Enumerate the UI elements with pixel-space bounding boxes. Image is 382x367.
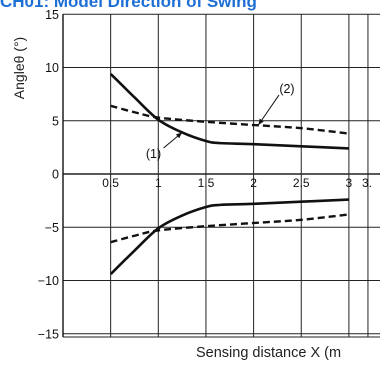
series-line-solid-1 xyxy=(109,198,349,276)
annotation-arrowhead-1 xyxy=(258,118,264,126)
chart-title: CH01: Model Direction of Swing xyxy=(0,0,257,11)
tick-labels: 15 10 5 0 −5 −10 −15 0.5 1 1.5 2 2.5 3 3. xyxy=(38,8,372,342)
x-tick-label-3: 2 xyxy=(250,176,257,190)
grid xyxy=(63,13,380,337)
annotation-label-1: (2) xyxy=(279,82,294,96)
x-tick-label-0: 0.5 xyxy=(102,176,119,190)
x-tick-label-2: 1.5 xyxy=(198,176,215,190)
series-line-dashed-2 xyxy=(110,104,350,135)
series-line-solid-0 xyxy=(109,72,349,150)
annotations: (1) (2) xyxy=(146,82,295,161)
x-tick-label-5: 3 xyxy=(346,176,353,190)
x-tick-label-4: 2.5 xyxy=(293,176,310,190)
x-tick-label-1: 1 xyxy=(155,176,162,190)
y-tick-label-1: 10 xyxy=(45,61,59,75)
y-tick-label-6: −15 xyxy=(38,327,59,341)
x-axis-label: Sensing distance X (m xyxy=(196,345,342,361)
series-line-dashed-3 xyxy=(110,213,350,244)
annotation-label-0: (1) xyxy=(146,147,161,161)
axes xyxy=(62,14,380,338)
y-tick-label-5: −10 xyxy=(38,274,59,288)
y-tick-label-3: 0 xyxy=(52,168,59,182)
annotation-leader-1 xyxy=(257,94,280,126)
x-tick-label-6: 3. xyxy=(362,176,372,190)
y-tick-label-0: 15 xyxy=(45,8,59,22)
series-layer xyxy=(109,72,350,276)
y-tick-label-4: −5 xyxy=(45,221,59,235)
annotation-arrowhead-0 xyxy=(175,132,183,139)
y-tick-label-2: 5 xyxy=(52,114,59,128)
